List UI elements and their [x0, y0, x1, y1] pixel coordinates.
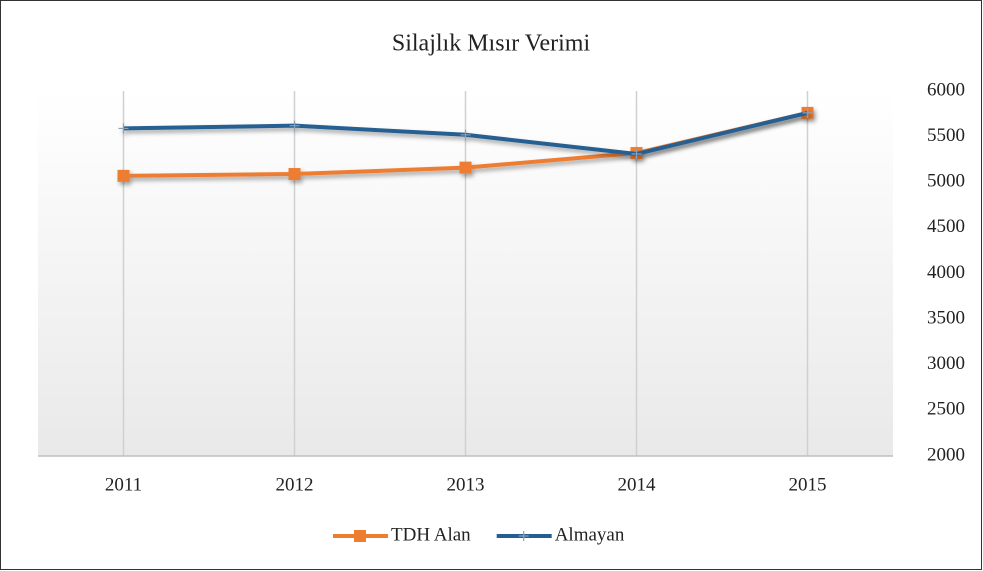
- legend-item: Almayan: [496, 524, 625, 545]
- x-tick-label: 2012: [276, 474, 314, 495]
- x-tick-label: 2014: [618, 474, 657, 495]
- legend-marker: [518, 531, 529, 541]
- series: [118, 107, 813, 159]
- legend-item: TDH Alan: [333, 524, 471, 545]
- point: [118, 123, 129, 134]
- legend-label: Almayan: [555, 524, 625, 545]
- point: [288, 168, 301, 181]
- point: [631, 148, 642, 159]
- y-tick-label: 3000: [927, 353, 965, 374]
- y-tick-label: 4000: [927, 262, 965, 283]
- legend-label: TDH Alan: [391, 524, 471, 545]
- y-tick-label: 5000: [927, 171, 965, 192]
- y-tick-label: 5500: [927, 125, 965, 146]
- x-tick-label: 2015: [789, 474, 827, 495]
- point: [117, 169, 130, 182]
- y-tick-label: 3500: [927, 307, 965, 328]
- y-tick-label: 4500: [927, 216, 965, 237]
- y-tick-label: 2000: [927, 444, 965, 465]
- point: [802, 107, 813, 118]
- legend-marker: [354, 530, 366, 542]
- x-tick-label: 2011: [105, 474, 142, 495]
- point: [459, 161, 472, 174]
- y-tick-label: 2500: [927, 399, 965, 420]
- y-tick-label: 6000: [927, 79, 965, 100]
- x-tick-label: 2013: [447, 474, 485, 495]
- point: [289, 120, 300, 131]
- chart-title: Silajlık Mısır Verimi: [392, 31, 591, 57]
- point: [460, 129, 471, 140]
